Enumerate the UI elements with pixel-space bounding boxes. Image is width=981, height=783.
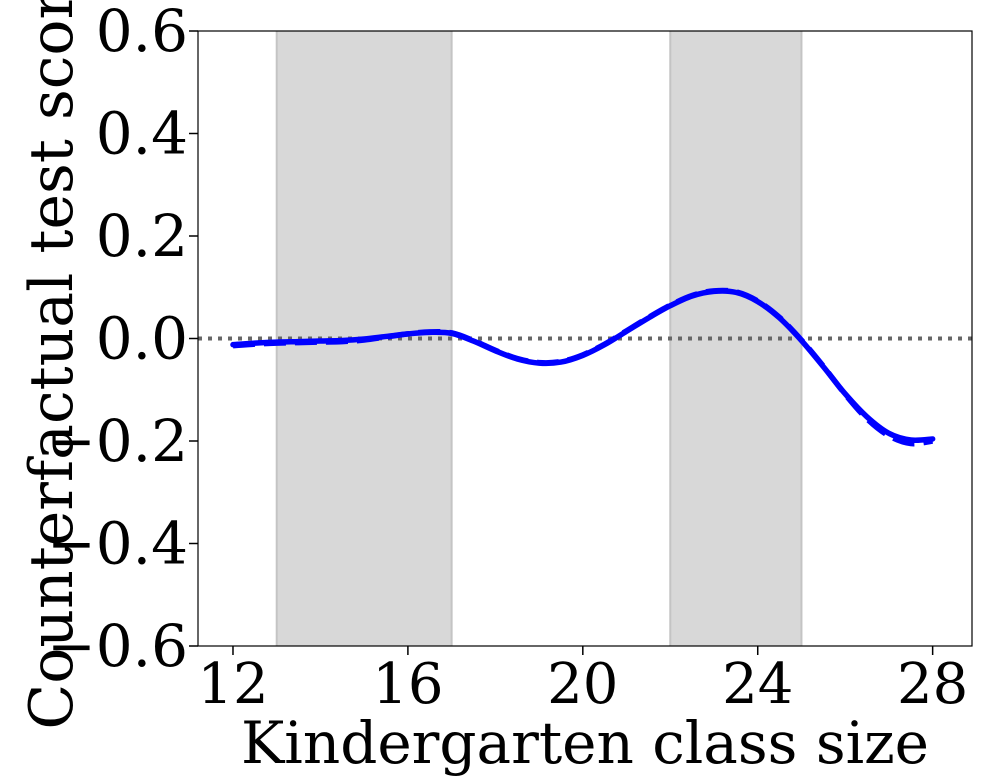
y-tick-label: −0.2 bbox=[47, 407, 188, 475]
series-group bbox=[230, 287, 936, 447]
y-tick-label: 0.2 bbox=[96, 202, 188, 270]
y-axis-ticks: −0.6 −0.4 −0.2 0.0 0.2 0.4 0.6 bbox=[47, 0, 198, 680]
x-axis-label: Kindergarten class size bbox=[241, 709, 929, 777]
x-tick-label: 12 bbox=[197, 652, 268, 717]
shaded-regions bbox=[275, 31, 803, 646]
y-tick-label: 0.0 bbox=[96, 305, 188, 373]
x-tick-label: 24 bbox=[722, 652, 793, 717]
y-tick-label: −0.4 bbox=[47, 510, 188, 578]
series-line-dashed bbox=[232, 287, 934, 447]
x-axis-ticks: 12 16 20 24 28 bbox=[197, 646, 968, 717]
x-tick-label: 20 bbox=[547, 652, 618, 717]
y-tick-label: 0.4 bbox=[96, 100, 188, 168]
y-axis-label: Counterfactual test score bbox=[17, 0, 87, 730]
y-tick-label: −0.6 bbox=[47, 612, 188, 680]
y-tick-label: 0.6 bbox=[96, 0, 188, 65]
x-tick-label: 16 bbox=[372, 652, 443, 717]
x-tick-label: 28 bbox=[897, 652, 968, 717]
